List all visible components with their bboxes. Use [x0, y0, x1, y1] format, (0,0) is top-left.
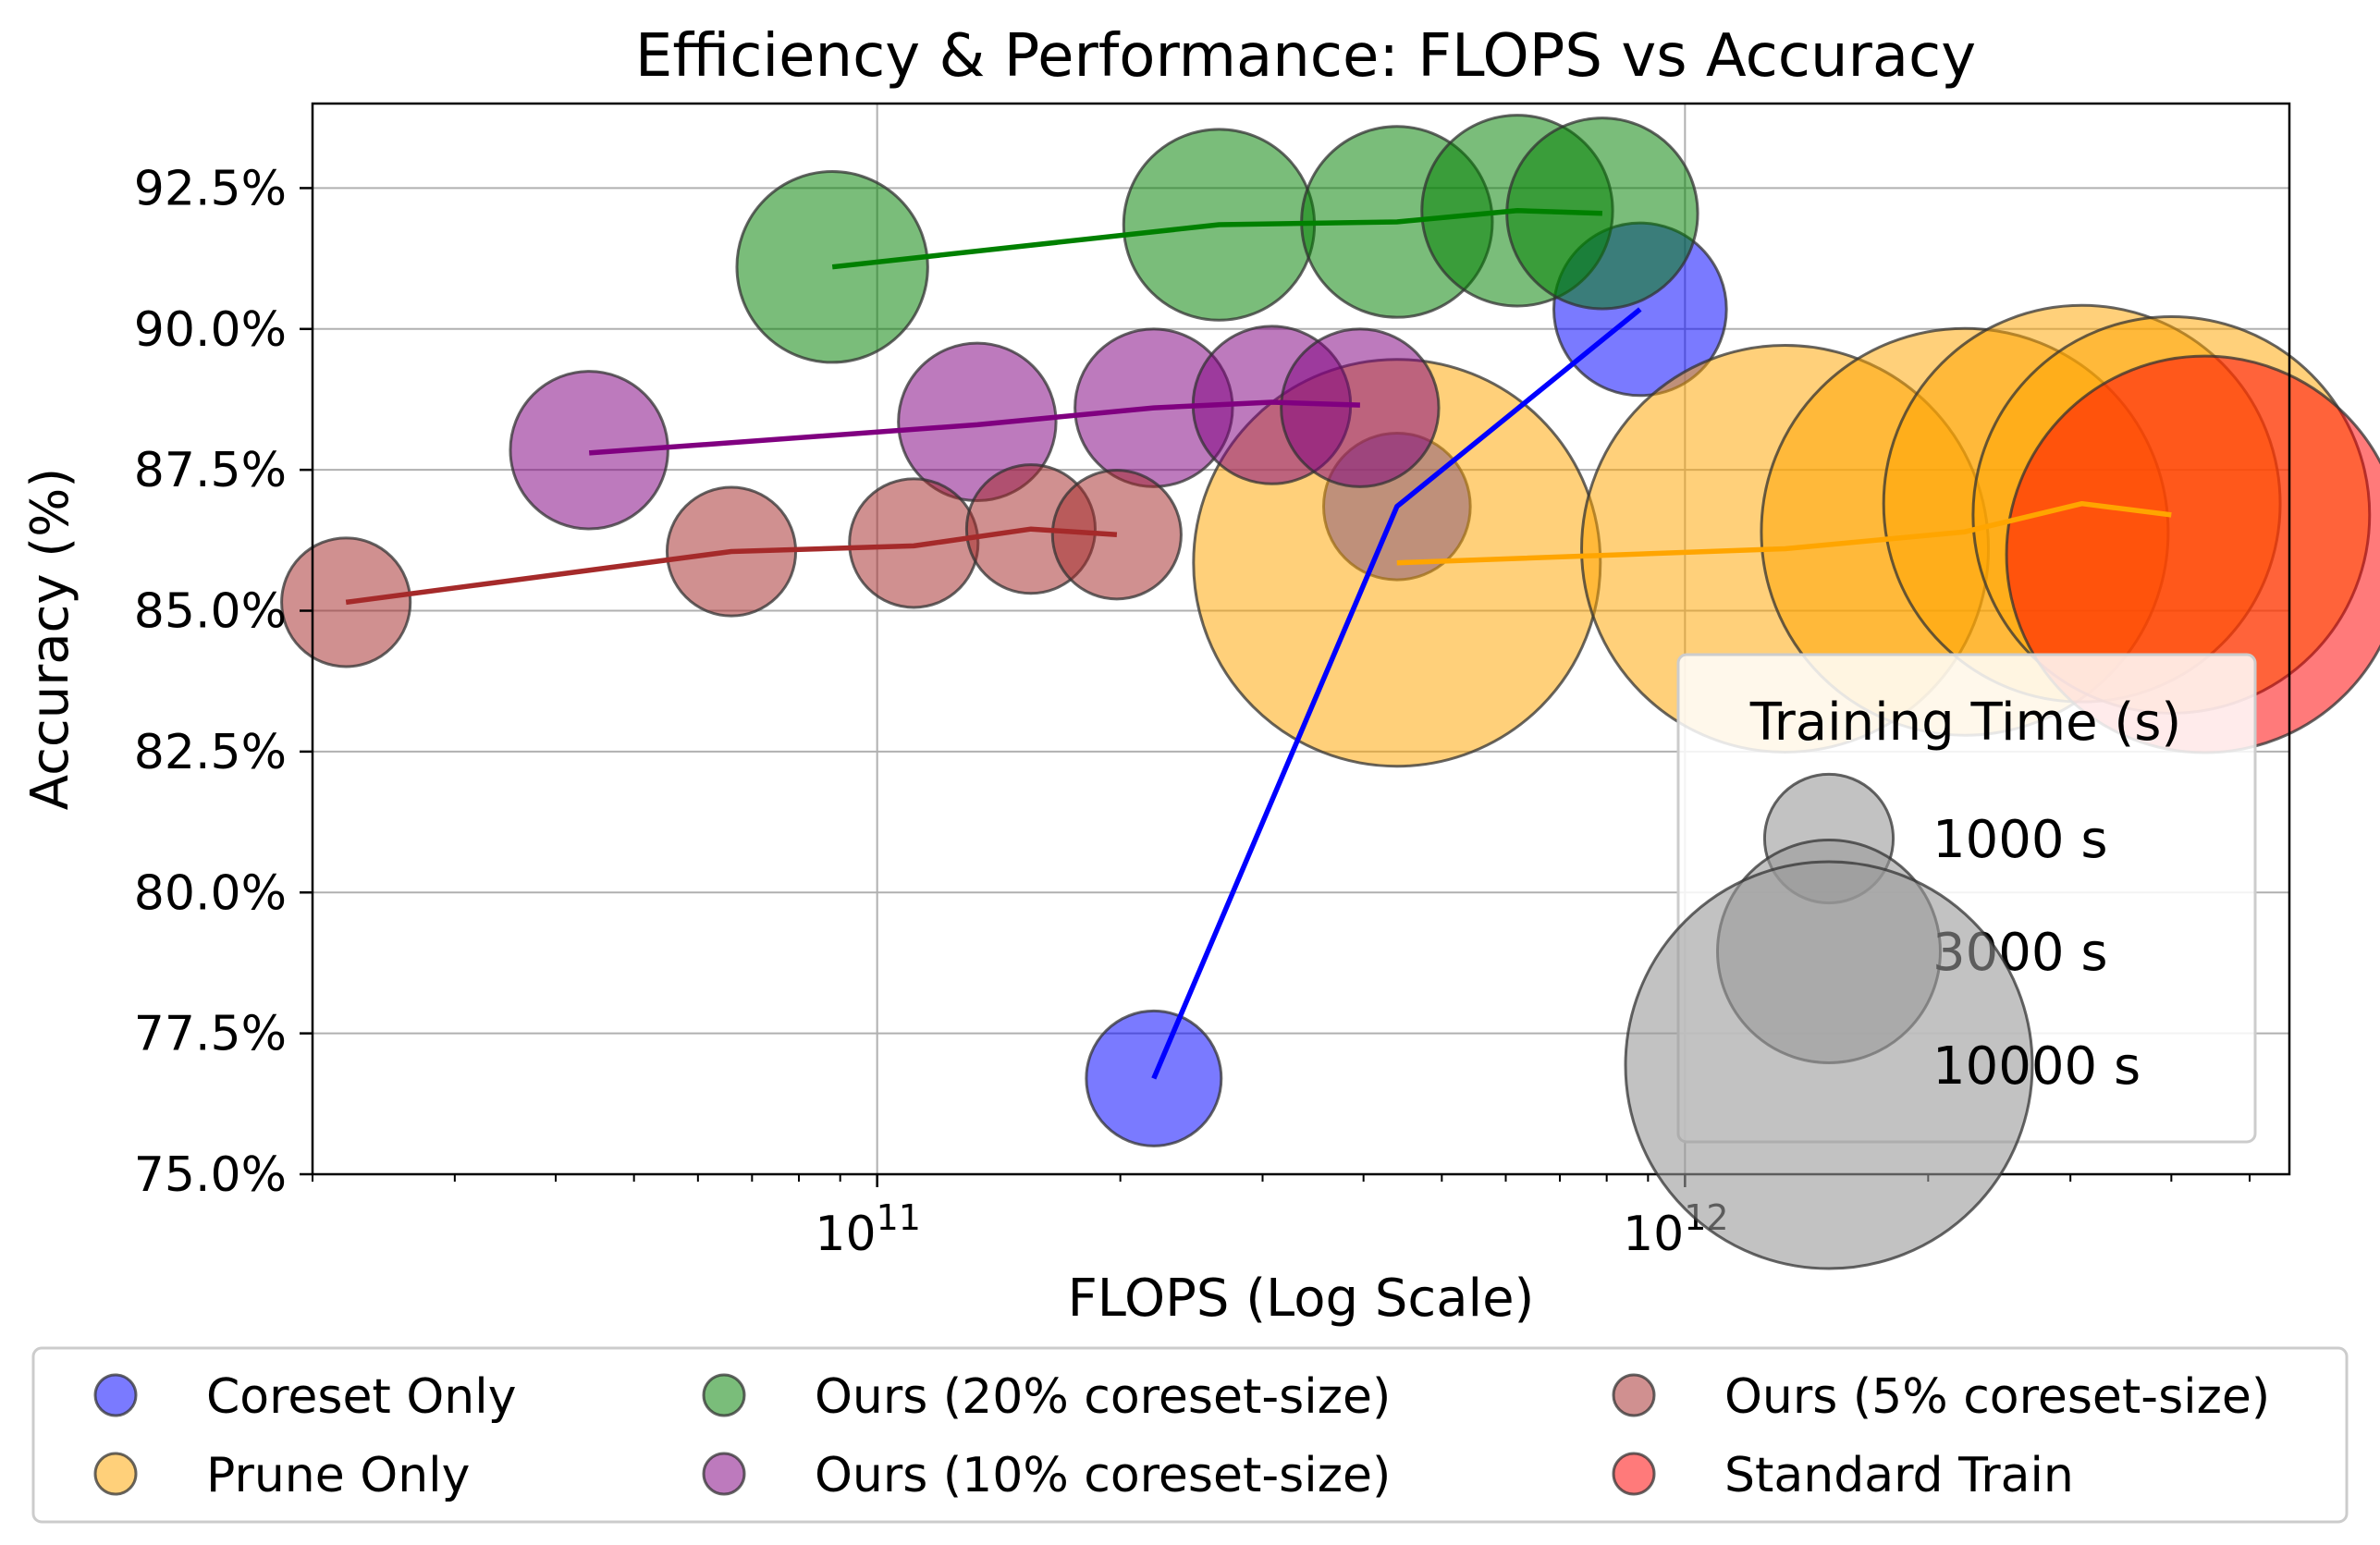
- axis-ticks: 75.0% 77.5% 80.0% 82.5% 85.0% 87.5% 90.0% 92.5%…: [134, 161, 2251, 1262]
- series-lines: [345, 208, 2172, 1080]
- legend-label: Prune Only: [206, 1448, 470, 1503]
- size-legend-marker: [1624, 860, 2034, 1270]
- legend-label: Ours (10% coreset-size): [815, 1448, 1391, 1503]
- plot-frame: [311, 102, 2291, 1176]
- legend-marker: [702, 1373, 746, 1417]
- point-ours-10-coreset-size: [509, 370, 669, 531]
- y-tick-label: 90.0%: [134, 302, 287, 358]
- legend-label: Ours (5% coreset-size): [1724, 1369, 2270, 1425]
- legend-label: Coreset Only: [206, 1369, 516, 1425]
- x-axis-label: FLOPS (Log Scale): [1068, 1269, 1535, 1329]
- y-tick-label: 75.0%: [134, 1147, 287, 1203]
- series-legend-box: [31, 1346, 2349, 1524]
- chart-title: Efficiency & Performance: FLOPS vs Accur…: [635, 22, 1976, 91]
- series-points: [280, 114, 2380, 1147]
- line-ours-5-coreset-size: [345, 526, 1118, 606]
- y-tick-label: 77.5%: [134, 1007, 287, 1062]
- y-tick-label: 80.0%: [134, 865, 287, 921]
- y-tick-label: 85.0%: [134, 584, 287, 640]
- size-legend-title: Training Time (s): [1749, 693, 2181, 753]
- point-ours-5-coreset-size: [848, 477, 980, 609]
- legend-marker: [93, 1373, 138, 1417]
- y-tick-label: 87.5%: [134, 443, 287, 498]
- line-ours-10-coreset-size: [589, 399, 1360, 456]
- line-coreset-only: [1151, 307, 1642, 1080]
- legend-marker: [1612, 1373, 1656, 1417]
- legend-label: Standard Train: [1724, 1448, 2074, 1503]
- series-legend: Coreset Only Prune Only Ours (20% coreset-…: [31, 1346, 2349, 1524]
- size-legend-label: 1000 s: [1932, 810, 2108, 870]
- point-ours-20-coreset-size: [735, 170, 929, 364]
- y-axis-label: Accuracy (%): [20, 468, 80, 810]
- size-legend-label: 10000 s: [1932, 1036, 2141, 1097]
- legend-label: Ours (20% coreset-size): [815, 1369, 1391, 1425]
- point-ours-10-coreset-size: [1280, 327, 1441, 488]
- legend-marker: [702, 1452, 746, 1496]
- y-tick-label: 82.5%: [134, 725, 287, 780]
- point-ours-5-coreset-size: [280, 536, 412, 668]
- line-prune-only: [1396, 500, 2172, 566]
- legend-marker: [1612, 1452, 1656, 1496]
- x-tick-label: 1011: [815, 1197, 921, 1262]
- y-tick-label: 92.5%: [134, 161, 287, 216]
- legend-marker: [93, 1452, 138, 1496]
- line-ours-20-coreset-size: [831, 208, 1602, 270]
